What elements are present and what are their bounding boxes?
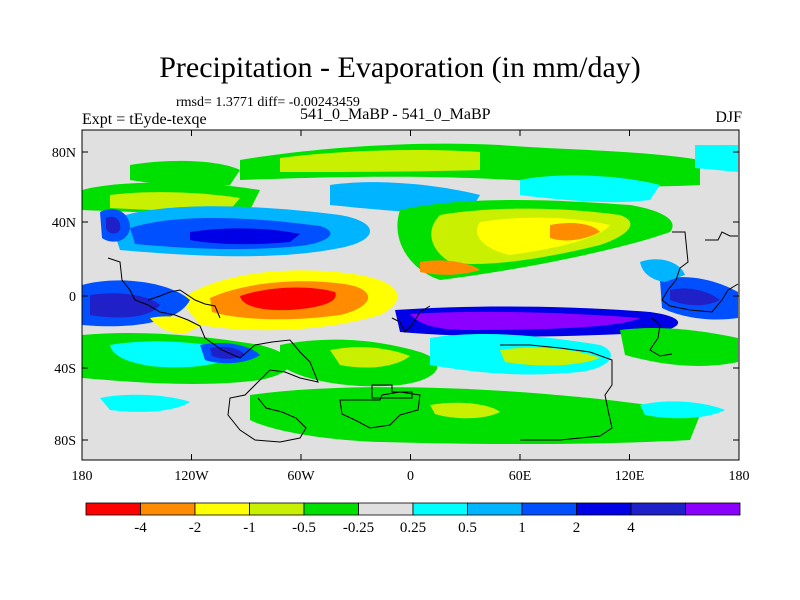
lon-tick-label: 180 — [729, 469, 750, 484]
field-region — [520, 175, 660, 203]
coastline-africa — [500, 344, 613, 441]
stats-line: rmsd= 1.3771 diff= -0.00243459 — [176, 95, 360, 110]
colorbar-swatch — [249, 502, 305, 516]
colorbar-swatch — [685, 502, 741, 516]
latitude-axis: 80N 40N 0 40S 80S — [52, 146, 739, 449]
coastline-antarctica — [371, 384, 413, 399]
coastline-africa — [391, 305, 431, 333]
colorbar-label: 1 — [518, 520, 526, 536]
coastline-asia — [705, 231, 738, 241]
pe-field — [82, 143, 738, 445]
longitude-axis: 180 120W 60W 0 60E 120E 180 — [72, 130, 750, 484]
colorbar-label: -0.25 — [343, 520, 374, 536]
colorbar-swatch — [467, 502, 523, 516]
colorbar-swatch — [412, 502, 468, 516]
coastline-americas — [147, 289, 221, 319]
coastline-australia — [649, 317, 673, 357]
colorbar-swatch — [521, 502, 577, 516]
colorbar-swatch — [630, 502, 686, 516]
lat-tick-label: 40N — [52, 216, 76, 231]
field-region — [190, 228, 300, 245]
colorbar-swatch — [194, 502, 250, 516]
colorbar-label: -1 — [243, 520, 256, 536]
case-label: 541_0_MaBP - 541_0_MaBP — [300, 106, 491, 123]
field-region — [430, 402, 500, 419]
colorbar-swatch — [140, 502, 196, 516]
lon-tick-label: 60W — [287, 469, 315, 484]
field-region — [110, 192, 240, 211]
coastline-asia — [661, 231, 739, 313]
field-region — [620, 327, 738, 366]
field-region — [240, 287, 336, 311]
coastlines — [107, 231, 739, 443]
colorbar: -4 -2 -1 -0.5 -0.25 0.25 0.5 1 2 4 — [85, 502, 741, 536]
field-region — [640, 401, 725, 419]
colorbar-swatch — [576, 502, 632, 516]
lat-tick-label: 80S — [54, 434, 76, 449]
field-region — [106, 216, 121, 234]
colorbar-label: -0.5 — [292, 520, 316, 536]
colorbar-swatch — [303, 502, 359, 516]
field-region — [410, 311, 640, 330]
field-region — [550, 222, 600, 241]
colorbar-label: 0.25 — [400, 520, 426, 536]
colorbar-label: -4 — [134, 520, 147, 536]
field-region — [130, 160, 240, 187]
field-region — [280, 150, 480, 172]
field-region — [500, 347, 600, 366]
field-region — [420, 260, 480, 275]
lon-tick-label: 60E — [509, 469, 532, 484]
field-region — [90, 293, 160, 318]
coastline-antarctica — [339, 391, 421, 429]
field-region — [670, 288, 720, 306]
lon-tick-label: 120E — [615, 469, 645, 484]
colorbar-label: -2 — [189, 520, 202, 536]
colorbar-label: 2 — [573, 520, 581, 536]
lat-tick-label: 0 — [69, 290, 76, 305]
lon-tick-label: 0 — [407, 469, 414, 484]
field-region — [330, 347, 410, 368]
field-region — [640, 259, 685, 282]
plot-title: Precipitation - Evaporation (in mm/day) — [159, 51, 641, 84]
field-region — [100, 394, 190, 412]
lon-tick-label: 120W — [174, 469, 209, 484]
colorbar-swatch — [358, 502, 414, 516]
lon-tick-label: 180 — [72, 469, 93, 484]
colorbar-label: 4 — [627, 520, 635, 536]
colorbar-label: 0.5 — [458, 520, 477, 536]
field-region — [695, 145, 738, 172]
experiment-label: Expt = tEyde-texqe — [82, 111, 207, 128]
lat-tick-label: 40S — [54, 362, 76, 377]
season-label: DJF — [715, 109, 742, 126]
field-region — [150, 316, 200, 334]
coastline-americas — [107, 257, 319, 443]
lat-tick-label: 80N — [52, 146, 76, 161]
colorbar-swatch — [85, 502, 141, 516]
